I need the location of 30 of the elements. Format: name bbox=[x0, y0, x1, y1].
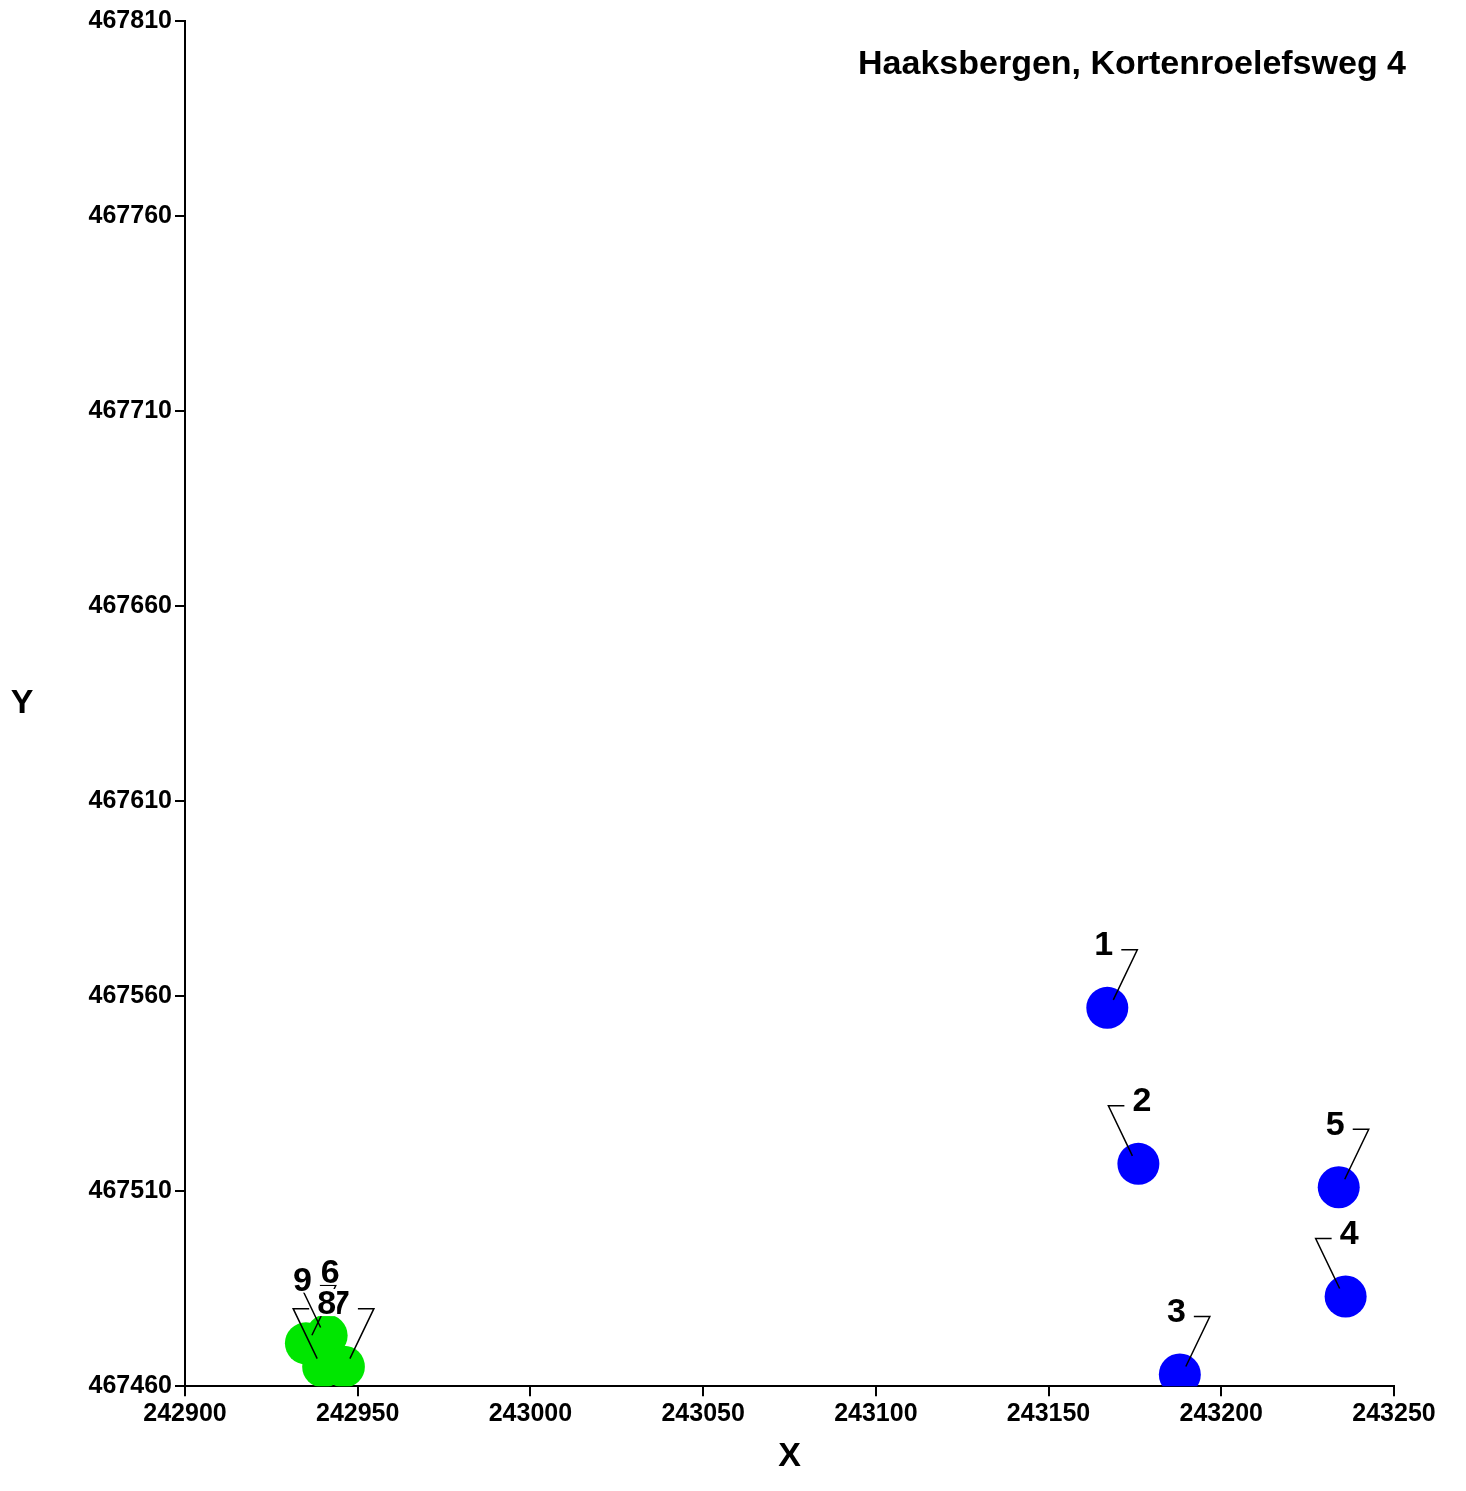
point bbox=[1317, 1166, 1360, 1209]
annotation: 9 bbox=[292, 1259, 312, 1298]
y-tick-label: 467560 bbox=[88, 980, 172, 1009]
y-tick-label: 467660 bbox=[88, 589, 172, 618]
annotation: 6 bbox=[320, 1251, 340, 1290]
y-tick-label: 467610 bbox=[88, 785, 172, 813]
y-tick-label: 467460 bbox=[88, 1370, 172, 1399]
x-tick-label: 243200 bbox=[1179, 1398, 1263, 1427]
y-tick-label: 467810 bbox=[88, 4, 172, 33]
annotation: 5 bbox=[1325, 1103, 1345, 1142]
annotation: 4 bbox=[1339, 1212, 1359, 1251]
x-tick-label: 242900 bbox=[143, 1398, 227, 1427]
text: Haaksbergen, Kortenroelefsweg 4 bbox=[858, 43, 1407, 82]
y-tick-label: 467760 bbox=[88, 199, 172, 228]
y-tick-label: 467510 bbox=[88, 1175, 172, 1204]
annotation: 1 bbox=[1094, 924, 1114, 963]
x-tick-label: 243150 bbox=[1006, 1398, 1091, 1427]
point bbox=[1324, 1275, 1367, 1318]
x-tick-label: 243050 bbox=[661, 1398, 745, 1427]
point bbox=[1086, 986, 1129, 1029]
point bbox=[1117, 1142, 1160, 1185]
y-axis-title: Y bbox=[10, 681, 34, 720]
x-tick-label: 243000 bbox=[488, 1398, 573, 1427]
x-axis-title: X bbox=[778, 1434, 802, 1473]
annotation: 2 bbox=[1132, 1080, 1152, 1119]
x-tick-label: 242950 bbox=[316, 1398, 400, 1427]
x-tick-label: 243100 bbox=[834, 1398, 918, 1427]
y-tick-label: 467710 bbox=[88, 394, 172, 423]
annotation: 3 bbox=[1166, 1290, 1186, 1329]
x-tick-label: 243250 bbox=[1352, 1398, 1436, 1427]
